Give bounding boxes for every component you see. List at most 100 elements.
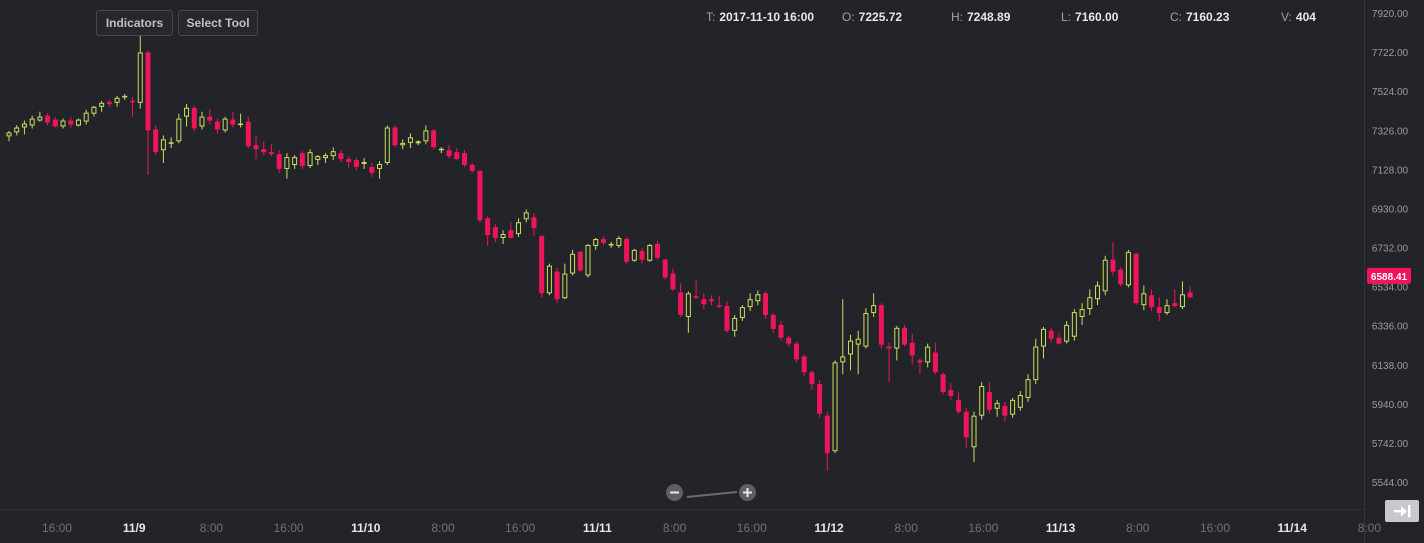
candle-body-up [176,118,182,142]
candle-body-up [160,139,166,151]
candle-body-down [461,153,467,165]
candle-body-up [855,338,861,345]
candle-body-down [786,337,792,344]
ohlc-close-value: 7160.23 [1186,10,1230,24]
candle-body-up [871,305,877,314]
x-tick-label: 16:00 [1200,521,1230,535]
candle-body-down [639,250,645,260]
candle-body-down [153,129,159,153]
select-tool-button[interactable]: Select Tool [178,10,258,36]
candle-body-up [971,415,977,448]
candle-body-up [1040,328,1046,347]
candle-body-up [747,299,753,308]
candle-body-down [454,152,460,160]
candle-body-down [145,52,151,131]
candle-body-up [1079,309,1085,317]
candle-body-down [1172,303,1178,307]
candle-body-down [508,230,514,239]
candle-body-down [477,170,483,221]
candle-body-up [500,234,506,239]
scroll-to-latest-button[interactable] [1385,500,1419,522]
y-tick-label: 7920.00 [1372,9,1409,20]
x-tick-label: 11/13 [1046,521,1076,535]
candle-body-up [1071,312,1077,337]
indicators-button[interactable]: Indicators [96,10,173,36]
y-tick-label: 5940.00 [1372,400,1409,411]
candle-body-up [1179,294,1185,308]
candle-body-up [361,162,367,165]
candle-body-down [369,166,375,173]
candle-body-up [37,116,43,121]
x-tick-label: 16:00 [968,521,998,535]
plus-icon [743,488,752,497]
candle-body-up [6,132,12,137]
candle-body-up [122,95,128,98]
candle-body-up [1010,399,1016,415]
candle-body-up [1025,379,1031,398]
candle-body-down [1002,405,1008,416]
candle-body-down [392,127,398,146]
candle-body-down [1118,269,1124,285]
x-tick-label: 11/12 [814,521,844,535]
y-tick-label: 5742.00 [1372,439,1409,450]
candle-body-down [724,306,730,331]
candle-body-down [191,107,197,129]
candle-body-down [902,327,908,345]
last-price-tag [1367,267,1411,284]
candle-body-down [45,115,51,123]
candle-body-down [230,119,236,125]
candle-body-up [570,253,576,274]
candle-body-down [716,305,722,307]
candle-body-down [801,356,807,373]
candle-body-up [1017,394,1023,408]
candle-body-up [384,127,390,164]
candle-body-up [863,313,869,347]
candle-body-down [52,119,58,127]
ohlc-high-label: H: [951,10,963,24]
candle-body-down [778,324,784,338]
candle-body-up [546,265,552,294]
candle-body-down [268,152,274,155]
candle-body-down [878,305,884,345]
ohlc-time-label: T: [706,10,716,24]
zoom-out-button[interactable] [666,484,683,501]
candle-body-up [1033,346,1039,381]
candle-body-up [1095,285,1101,300]
zoom-slider-track[interactable] [687,488,737,498]
candle-body-down [770,315,776,329]
candle-body-up [407,137,413,143]
candle-body-up [516,222,522,235]
candle-body-up [755,294,761,302]
candle-body-down [709,299,715,302]
x-tick-label: 11/11 [583,521,612,535]
candle-body-down [214,121,220,130]
ohlc-volume-label: V: [1281,10,1292,24]
ohlc-high-value: 7248.89 [967,10,1011,24]
ohlc-low: L: 7160.00 [1061,10,1118,26]
y-tick-label: 5544.00 [1372,478,1409,489]
candle-body-down [353,160,359,167]
candle-body-up [137,52,143,103]
candle-body-down [824,415,830,454]
candle-body-down [346,159,352,163]
candle-body-up [330,151,336,157]
candle-body-up [840,356,846,363]
zoom-in-button[interactable] [739,484,756,501]
candle-body-up [91,106,97,114]
candle-body-down [670,273,676,290]
candle-body-down [793,343,799,360]
candle-body-down [1187,292,1193,298]
ohlc-time-value: 2017-11-10 16:00 [719,10,815,24]
candle-body-up [75,119,81,126]
candle-body-up [847,340,853,355]
candle-body-up [523,212,529,220]
x-tick-label: 8:00 [663,521,687,535]
candle-body-up [14,127,20,133]
x-tick-label: 8:00 [431,521,455,535]
candle-body-down [338,153,344,160]
candle-body-up [1064,324,1070,342]
ohlc-volume-value: 404 [1295,10,1316,24]
candle-body-up [616,238,622,246]
candle-body-up [323,155,329,159]
